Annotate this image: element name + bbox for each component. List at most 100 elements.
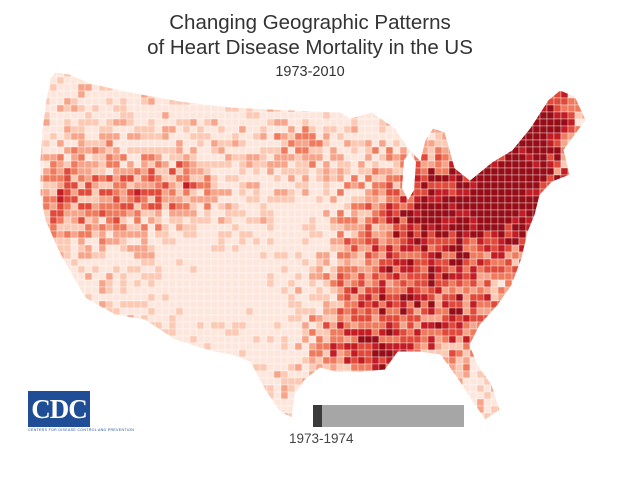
county-cell — [553, 321, 562, 330]
county-cell — [476, 265, 485, 274]
county-cell — [567, 258, 576, 267]
county-cell — [315, 335, 324, 344]
county-cell — [504, 139, 513, 148]
county-cell — [350, 342, 359, 351]
county-cell — [308, 188, 317, 197]
county-cell — [84, 104, 93, 113]
county-cell — [589, 203, 596, 210]
county-cell — [539, 139, 548, 148]
county-cell — [441, 111, 450, 120]
county-cell — [308, 181, 317, 190]
county-cell — [140, 125, 149, 134]
county-cell — [406, 125, 415, 134]
county-cell — [434, 370, 443, 379]
county-cell — [161, 335, 170, 344]
county-cell — [567, 307, 576, 316]
county-cell — [175, 384, 184, 393]
county-cell — [525, 419, 534, 420]
county-cell — [448, 216, 457, 225]
county-cell — [266, 188, 275, 197]
county-cell — [133, 237, 142, 246]
county-cell — [511, 391, 520, 400]
county-cell — [175, 153, 184, 162]
county-cell — [210, 377, 219, 386]
county-cell — [560, 237, 569, 246]
county-cell — [294, 272, 303, 281]
county-cell — [525, 188, 534, 197]
county-cell — [294, 398, 303, 407]
county-cell — [378, 293, 387, 302]
county-cell — [294, 83, 303, 92]
county-cell — [42, 72, 51, 78]
county-cell — [413, 300, 422, 309]
county-cell — [140, 118, 149, 127]
county-cell — [259, 391, 268, 400]
county-cell — [182, 209, 191, 218]
county-cell — [301, 174, 310, 183]
county-cell — [42, 349, 51, 358]
county-cell — [364, 307, 373, 316]
county-cell — [511, 286, 520, 295]
county-cell — [175, 293, 184, 302]
county-cell — [203, 314, 212, 323]
county-cell — [357, 300, 366, 309]
county-cell — [589, 315, 596, 322]
county-cell — [448, 111, 457, 120]
county-cell — [490, 286, 499, 295]
county-cell — [532, 146, 541, 155]
county-cell — [532, 307, 541, 316]
county-cell — [70, 265, 79, 274]
county-cell — [434, 139, 443, 148]
county-cell — [182, 314, 191, 323]
county-cell — [238, 230, 247, 239]
county-cell — [574, 335, 583, 344]
county-cell — [84, 363, 93, 372]
county-cell — [553, 188, 562, 197]
county-cell — [469, 118, 478, 127]
county-cell — [238, 202, 247, 211]
county-cell — [105, 118, 114, 127]
county-cell — [49, 216, 58, 225]
county-cell — [259, 125, 268, 134]
county-cell — [119, 146, 128, 155]
county-cell — [133, 160, 142, 169]
county-cell — [280, 272, 289, 281]
county-cell — [553, 300, 562, 309]
county-cell — [105, 167, 114, 176]
county-cell — [420, 188, 429, 197]
county-cell — [119, 398, 128, 407]
county-cell — [371, 160, 380, 169]
county-cell — [126, 181, 135, 190]
county-cell — [567, 72, 576, 78]
county-cell — [182, 279, 191, 288]
county-cell — [504, 328, 513, 337]
county-cell — [441, 272, 450, 281]
county-cell — [357, 83, 366, 92]
county-cell — [273, 76, 282, 85]
county-cell — [245, 125, 254, 134]
county-cell — [483, 230, 492, 239]
county-cell — [210, 125, 219, 134]
county-cell — [105, 72, 114, 78]
county-cell — [238, 398, 247, 407]
county-cell — [490, 132, 499, 141]
county-cell — [462, 104, 471, 113]
county-cell — [546, 216, 555, 225]
county-cell — [539, 118, 548, 127]
county-cell — [301, 398, 310, 407]
county-cell — [539, 419, 548, 420]
county-cell — [147, 314, 156, 323]
county-cell — [259, 321, 268, 330]
county-cell — [413, 223, 422, 232]
county-cell — [161, 293, 170, 302]
county-cell — [364, 300, 373, 309]
county-cell — [539, 342, 548, 351]
county-cell — [245, 202, 254, 211]
county-cell — [126, 167, 135, 176]
county-cell — [567, 363, 576, 372]
county-cell — [84, 202, 93, 211]
county-cell — [168, 139, 177, 148]
county-cell — [203, 72, 212, 78]
county-cell — [259, 356, 268, 365]
county-cell — [154, 258, 163, 267]
